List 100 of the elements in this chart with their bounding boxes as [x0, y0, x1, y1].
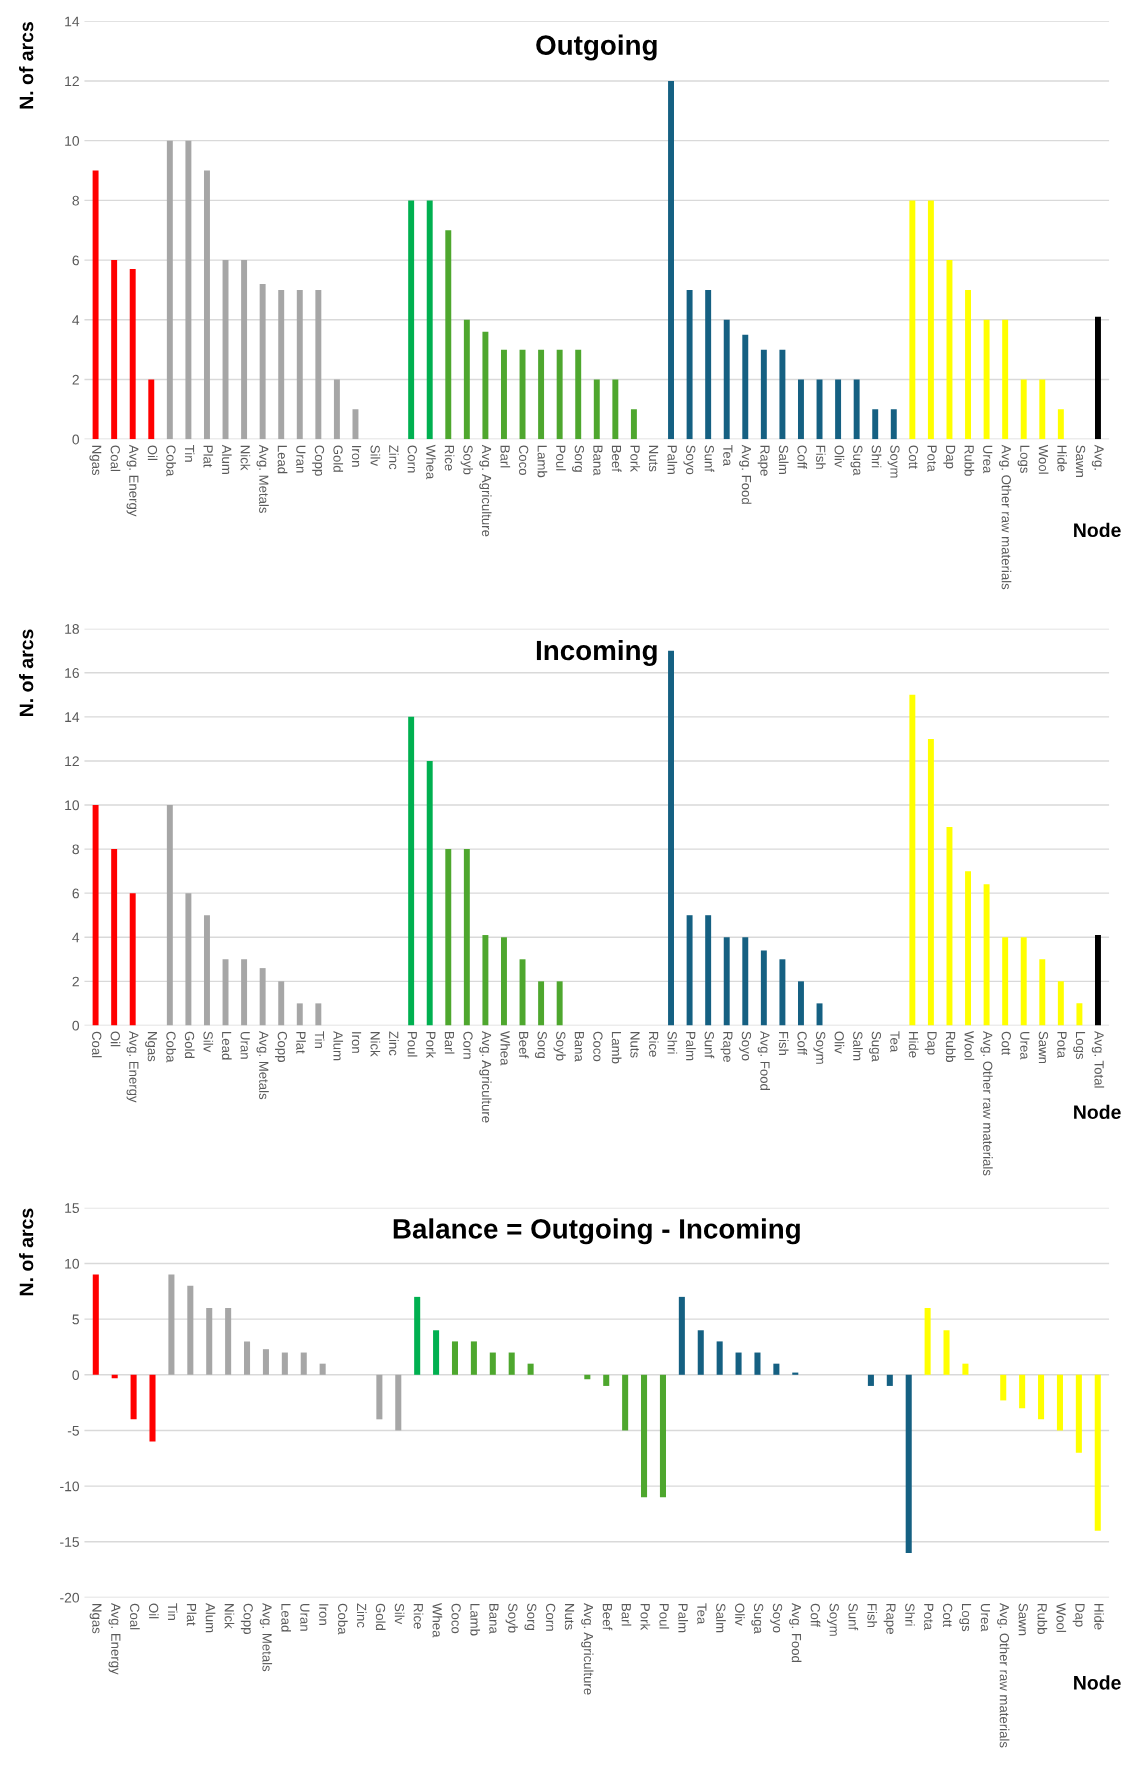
y-tick-label: 12: [65, 76, 79, 86]
x-tick-label: Oil: [147, 445, 158, 461]
x-tick-label: Shri: [905, 1603, 915, 1626]
x-tick-label: Copp: [275, 1031, 288, 1062]
x-tick-label: Alum: [333, 1030, 344, 1061]
x-tick-label: Nuts: [564, 1604, 575, 1630]
bar: [697, 1330, 704, 1375]
x-tick-label: Cott: [1001, 1031, 1011, 1056]
y-tick-label: 6: [72, 888, 79, 899]
bar: [773, 1363, 780, 1375]
x-tick-label: Coal: [130, 1603, 140, 1630]
bar: [872, 409, 879, 440]
bar: [501, 349, 507, 440]
bar: [203, 170, 210, 440]
bar: [470, 1341, 477, 1375]
x-tick-label: Dap: [1072, 1604, 1085, 1627]
x-tick-label: Cott: [908, 445, 919, 469]
x-tick-label: Gold: [184, 1031, 195, 1058]
x-tick-label: Coff: [797, 445, 808, 469]
x-tick-label: Soym: [813, 1031, 826, 1064]
bar: [723, 319, 730, 440]
x-tick-label: Sunf: [704, 1031, 715, 1059]
bar: [742, 937, 749, 1026]
x-tick-label: Copp: [312, 445, 325, 476]
x-tick-label: Cott: [942, 1603, 953, 1628]
x-tick-label: Palm: [686, 1032, 696, 1061]
x-tick-label: Avg. Agriculture: [479, 1030, 492, 1123]
bar: [742, 334, 749, 440]
bar: [575, 349, 582, 440]
x-tick-label: Rape: [883, 1604, 896, 1634]
x-tick-label: Lead: [221, 1032, 232, 1060]
y-tick-label: 0: [72, 1020, 80, 1031]
x-tick-label: Fish: [778, 1032, 789, 1056]
x-tick-label: Copp: [240, 1603, 253, 1634]
bar: [1000, 1374, 1007, 1401]
bar: [463, 319, 470, 440]
x-tick-label: Tea: [697, 1603, 707, 1625]
bar: [296, 1003, 303, 1026]
x-tick-label: Fish: [815, 445, 826, 469]
bar: [556, 349, 563, 440]
x-tick-label: Avg. Metals: [256, 444, 269, 513]
x-tick-label: Whea: [432, 1603, 443, 1638]
x-tick-label: Coal: [110, 445, 121, 472]
x-tick-label: Suga: [850, 445, 863, 476]
bar: [659, 1374, 666, 1498]
x-tick-label: Zinc: [389, 1031, 399, 1056]
y-tick-label: 16: [65, 668, 79, 678]
x-tick-label: Barl: [444, 1032, 455, 1054]
y-tick-label: 10: [65, 136, 80, 146]
bar: [556, 981, 563, 1026]
y-tick-label: 10: [65, 1258, 80, 1269]
bar: [278, 981, 285, 1026]
x-tick-label: Avg. Energy: [126, 1030, 139, 1103]
bar: [445, 230, 452, 440]
bar: [835, 379, 842, 440]
x-tick-label: Bana: [574, 1032, 584, 1062]
bar: [1095, 316, 1101, 440]
bar: [315, 289, 322, 440]
bar: [482, 935, 489, 1026]
bar: [259, 968, 266, 1026]
y-tick-label: 18: [65, 624, 79, 634]
x-tick-label: Soyo: [739, 1031, 752, 1061]
x-tick-label: Hide: [1094, 1604, 1104, 1630]
x-tick-label: Ngas: [89, 445, 102, 476]
x-tick-label: Sunf: [704, 445, 715, 472]
x-tick-label: Uran: [296, 445, 306, 473]
bar: [241, 260, 248, 440]
x-tick-label: Beef: [611, 445, 622, 472]
bar: [130, 1374, 137, 1420]
x-tick-label: Soyb: [553, 1031, 566, 1061]
x-tick-label: Nick: [224, 1604, 235, 1629]
x-tick-label: Rice: [413, 1604, 424, 1629]
bar: [886, 1374, 893, 1386]
x-tick-label: Tea: [723, 445, 733, 467]
x-tick-label: Rape: [757, 445, 770, 476]
y-tick-label: 2: [72, 374, 79, 385]
bar: [111, 260, 118, 440]
x-tick-label: Palm: [667, 445, 678, 474]
x-tick-label: Coba: [166, 1031, 176, 1063]
y-axis-title: N. of arcs: [19, 1208, 34, 1296]
x-tick-label: Whea: [500, 1031, 511, 1066]
bar: [185, 140, 192, 440]
bar: [909, 200, 916, 440]
bar: [1038, 1374, 1045, 1420]
bar: [1002, 319, 1009, 440]
bar: [185, 893, 192, 1026]
bar: [716, 1341, 723, 1375]
bar: [527, 1363, 534, 1375]
x-tick-label: Nick: [370, 1032, 381, 1057]
x-tick-label: Salm: [716, 1603, 726, 1633]
x-tick-label: Logs: [1017, 445, 1030, 473]
bar: [451, 1341, 459, 1375]
x-tick-label: Beef: [518, 1032, 529, 1059]
bar: [187, 1285, 194, 1375]
x-tick-label: Zinc: [356, 1603, 367, 1628]
bar: [296, 289, 303, 440]
bar: [206, 1308, 213, 1375]
x-tick-label: Avg. Food: [789, 1603, 802, 1663]
x-tick-label: Silv: [394, 1603, 405, 1625]
x-tick-label: Coff: [810, 1603, 821, 1627]
